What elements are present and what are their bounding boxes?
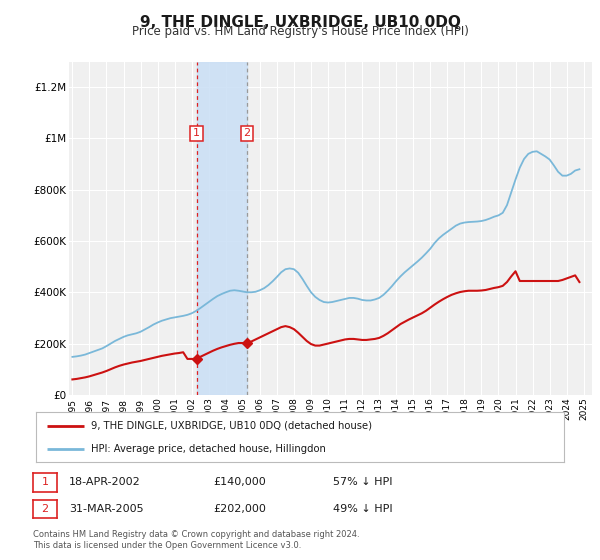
Text: 1: 1 xyxy=(41,478,49,487)
Text: 2: 2 xyxy=(41,504,49,514)
Text: £202,000: £202,000 xyxy=(213,504,266,514)
Text: 31-MAR-2005: 31-MAR-2005 xyxy=(69,504,143,514)
Text: 18-APR-2002: 18-APR-2002 xyxy=(69,478,141,487)
Text: This data is licensed under the Open Government Licence v3.0.: This data is licensed under the Open Gov… xyxy=(33,541,301,550)
Text: 1: 1 xyxy=(193,128,200,138)
Text: Price paid vs. HM Land Registry's House Price Index (HPI): Price paid vs. HM Land Registry's House … xyxy=(131,25,469,38)
Text: HPI: Average price, detached house, Hillingdon: HPI: Average price, detached house, Hill… xyxy=(91,445,326,454)
Text: 57% ↓ HPI: 57% ↓ HPI xyxy=(333,478,392,487)
Text: £140,000: £140,000 xyxy=(213,478,266,487)
Bar xyxy=(197,62,247,395)
Text: 9, THE DINGLE, UXBRIDGE, UB10 0DQ: 9, THE DINGLE, UXBRIDGE, UB10 0DQ xyxy=(140,15,460,30)
Text: Contains HM Land Registry data © Crown copyright and database right 2024.: Contains HM Land Registry data © Crown c… xyxy=(33,530,359,539)
Text: 49% ↓ HPI: 49% ↓ HPI xyxy=(333,504,392,514)
Text: 9, THE DINGLE, UXBRIDGE, UB10 0DQ (detached house): 9, THE DINGLE, UXBRIDGE, UB10 0DQ (detac… xyxy=(91,421,373,431)
Text: 2: 2 xyxy=(244,128,251,138)
